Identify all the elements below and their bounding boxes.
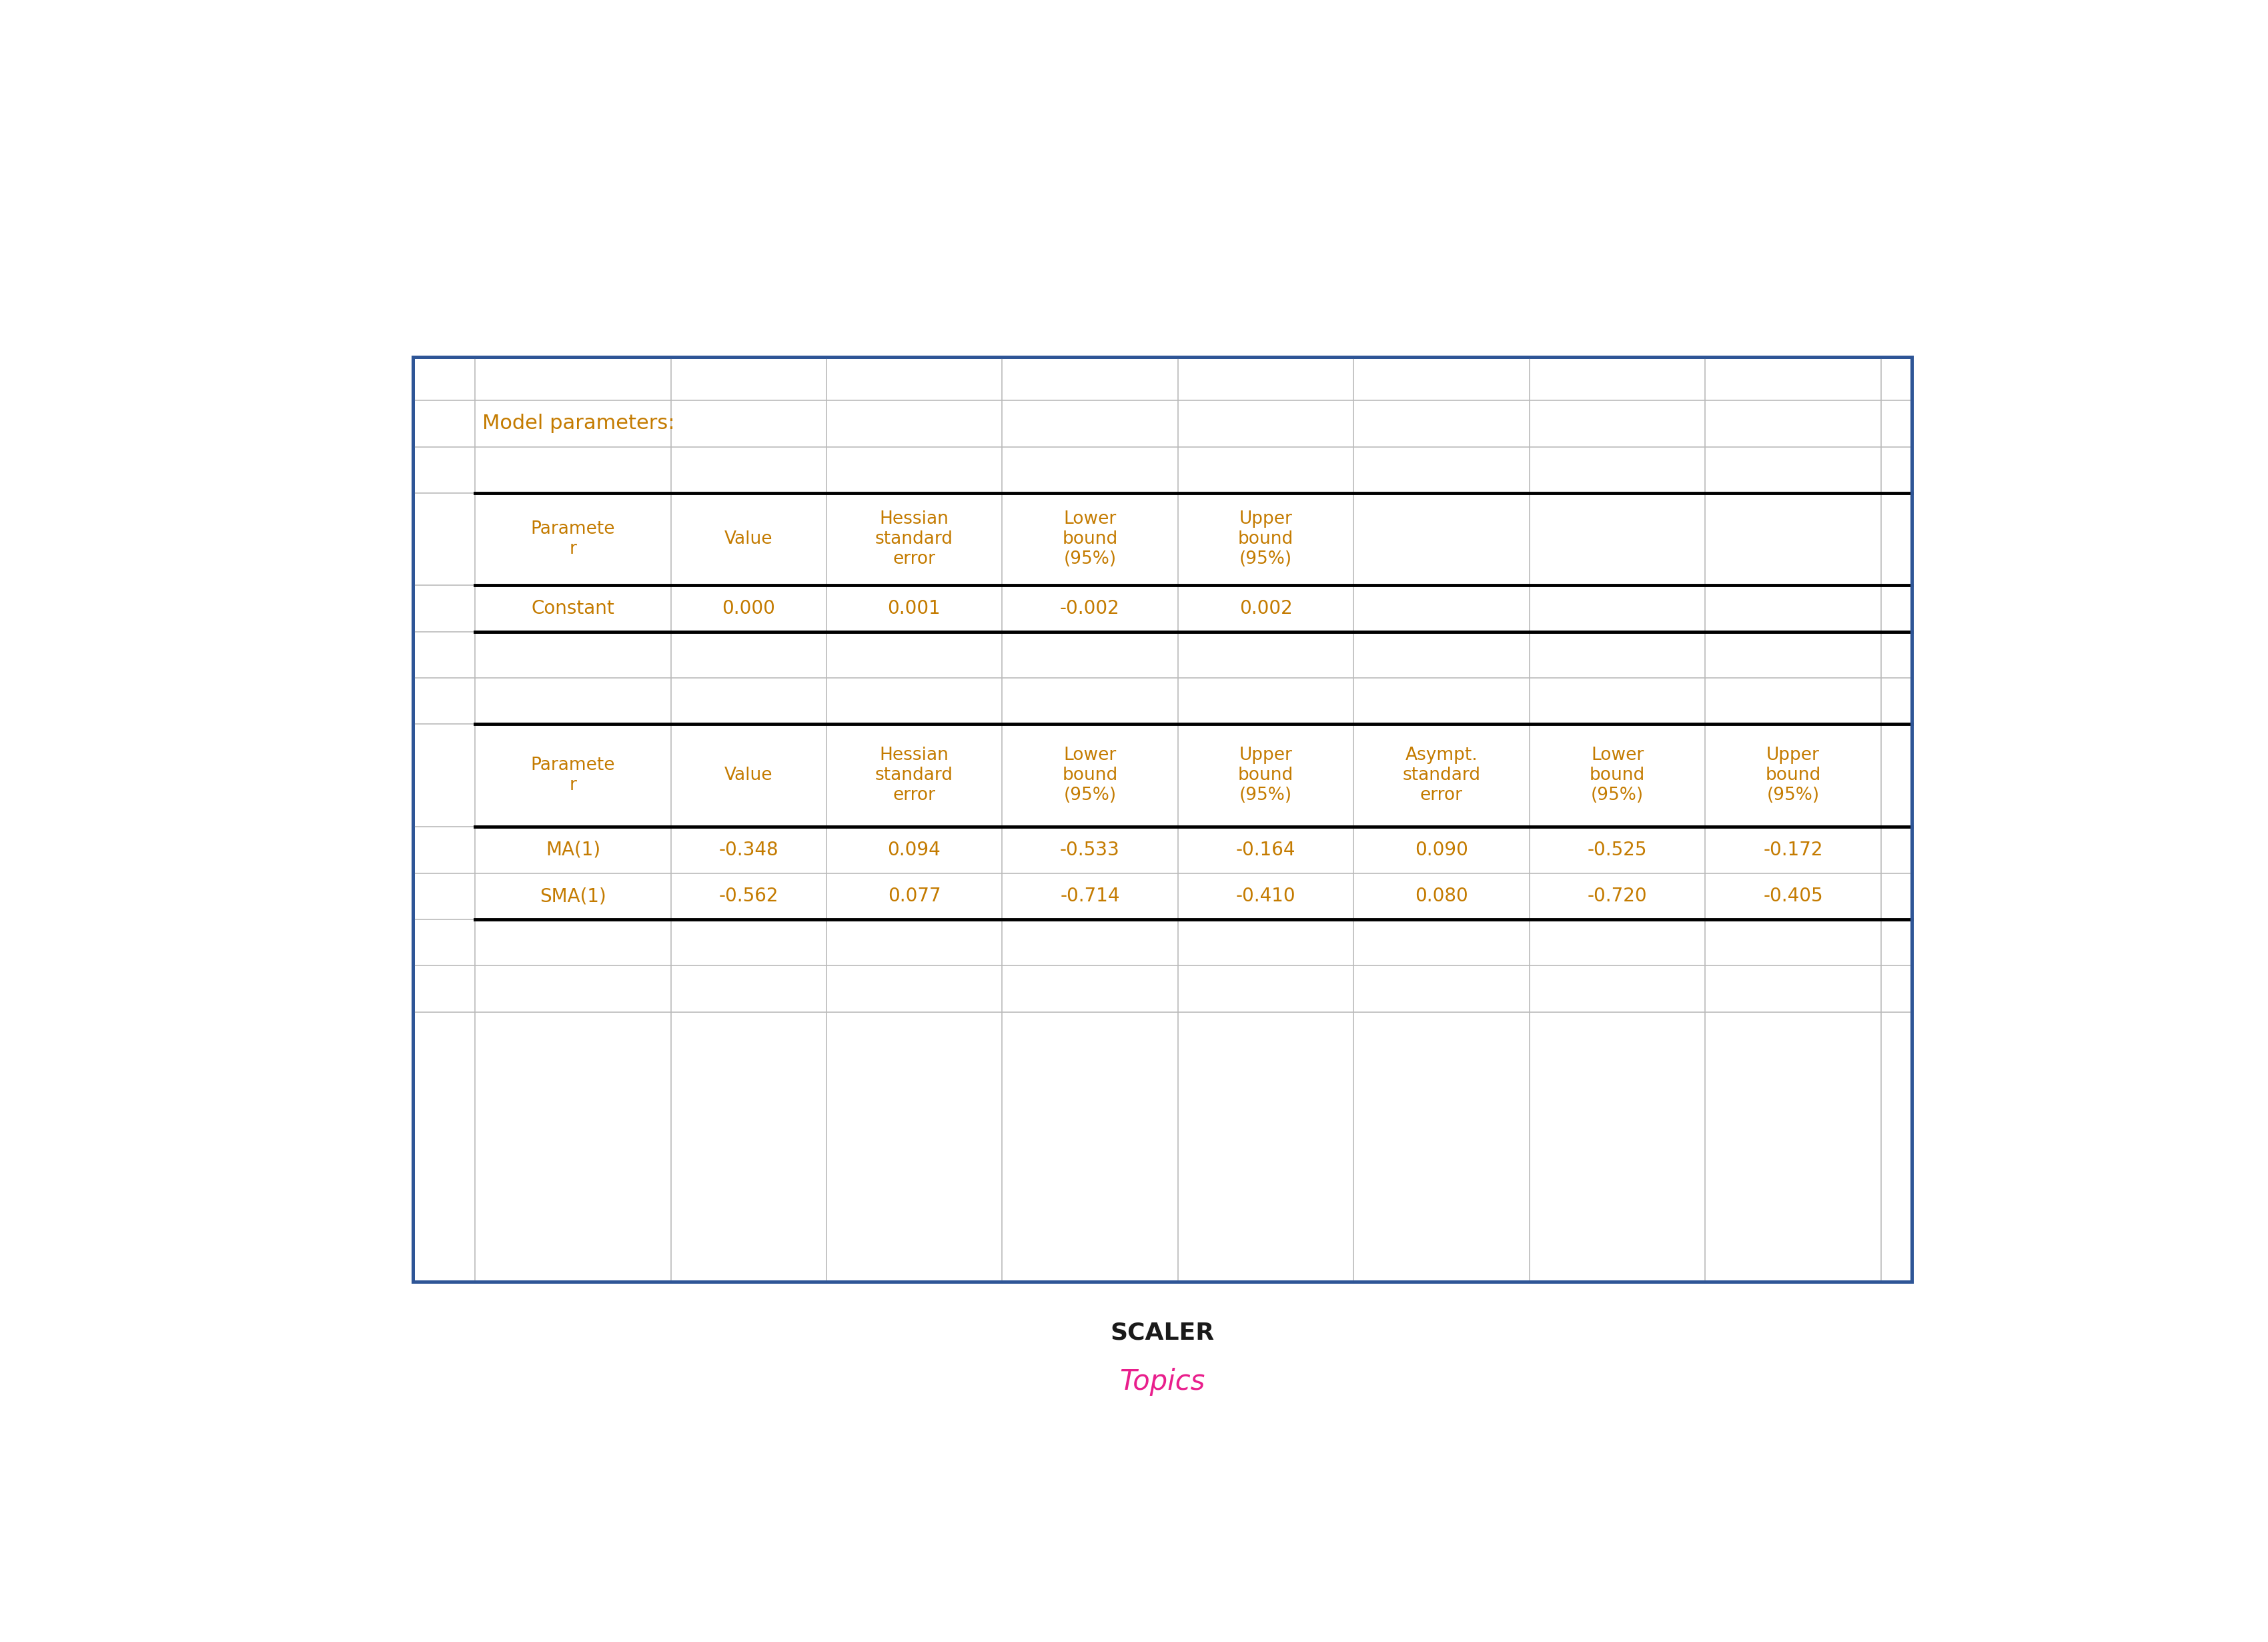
Text: -0.720: -0.720 xyxy=(1588,887,1647,906)
Text: MA(1): MA(1) xyxy=(547,841,601,859)
Text: Asympt.
standard
error: Asympt. standard error xyxy=(1402,747,1481,805)
Text: -0.172: -0.172 xyxy=(1762,841,1823,859)
Text: -0.348: -0.348 xyxy=(719,841,778,859)
Text: Value: Value xyxy=(723,767,773,785)
Text: -0.410: -0.410 xyxy=(1236,887,1295,906)
Text: -0.405: -0.405 xyxy=(1762,887,1823,906)
Text: 0.094: 0.094 xyxy=(887,841,941,859)
Text: Lower
bound
(95%): Lower bound (95%) xyxy=(1061,747,1118,805)
Text: Lower
bound
(95%): Lower bound (95%) xyxy=(1061,511,1118,568)
Text: -0.533: -0.533 xyxy=(1059,841,1120,859)
Text: Upper
bound
(95%): Upper bound (95%) xyxy=(1238,511,1293,568)
Bar xyxy=(413,356,1912,1281)
Text: Upper
bound
(95%): Upper bound (95%) xyxy=(1238,747,1293,805)
Text: 0.001: 0.001 xyxy=(887,599,941,617)
Text: -0.562: -0.562 xyxy=(719,887,778,906)
Text: SCALER: SCALER xyxy=(1111,1322,1213,1345)
Text: Constant: Constant xyxy=(531,599,615,617)
Text: Value: Value xyxy=(723,530,773,548)
Text: Paramete
r: Paramete r xyxy=(531,757,615,795)
Text: Topics: Topics xyxy=(1120,1368,1204,1396)
Text: -0.525: -0.525 xyxy=(1588,841,1647,859)
Text: 0.077: 0.077 xyxy=(887,887,941,906)
Text: 0.090: 0.090 xyxy=(1415,841,1467,859)
Text: 0.080: 0.080 xyxy=(1415,887,1467,906)
Text: Model parameters:: Model parameters: xyxy=(483,414,676,433)
Text: Hessian
standard
error: Hessian standard error xyxy=(875,747,953,805)
Bar xyxy=(413,356,1912,1281)
Text: -0.164: -0.164 xyxy=(1236,841,1295,859)
Text: SMA(1): SMA(1) xyxy=(540,887,606,906)
Text: 0.002: 0.002 xyxy=(1238,599,1293,617)
Text: -0.714: -0.714 xyxy=(1059,887,1120,906)
Text: -0.002: -0.002 xyxy=(1059,599,1120,617)
Text: Upper
bound
(95%): Upper bound (95%) xyxy=(1765,747,1821,805)
Text: Paramete
r: Paramete r xyxy=(531,521,615,558)
Text: 0.000: 0.000 xyxy=(721,599,776,617)
Text: Lower
bound
(95%): Lower bound (95%) xyxy=(1590,747,1644,805)
Text: Hessian
standard
error: Hessian standard error xyxy=(875,511,953,568)
